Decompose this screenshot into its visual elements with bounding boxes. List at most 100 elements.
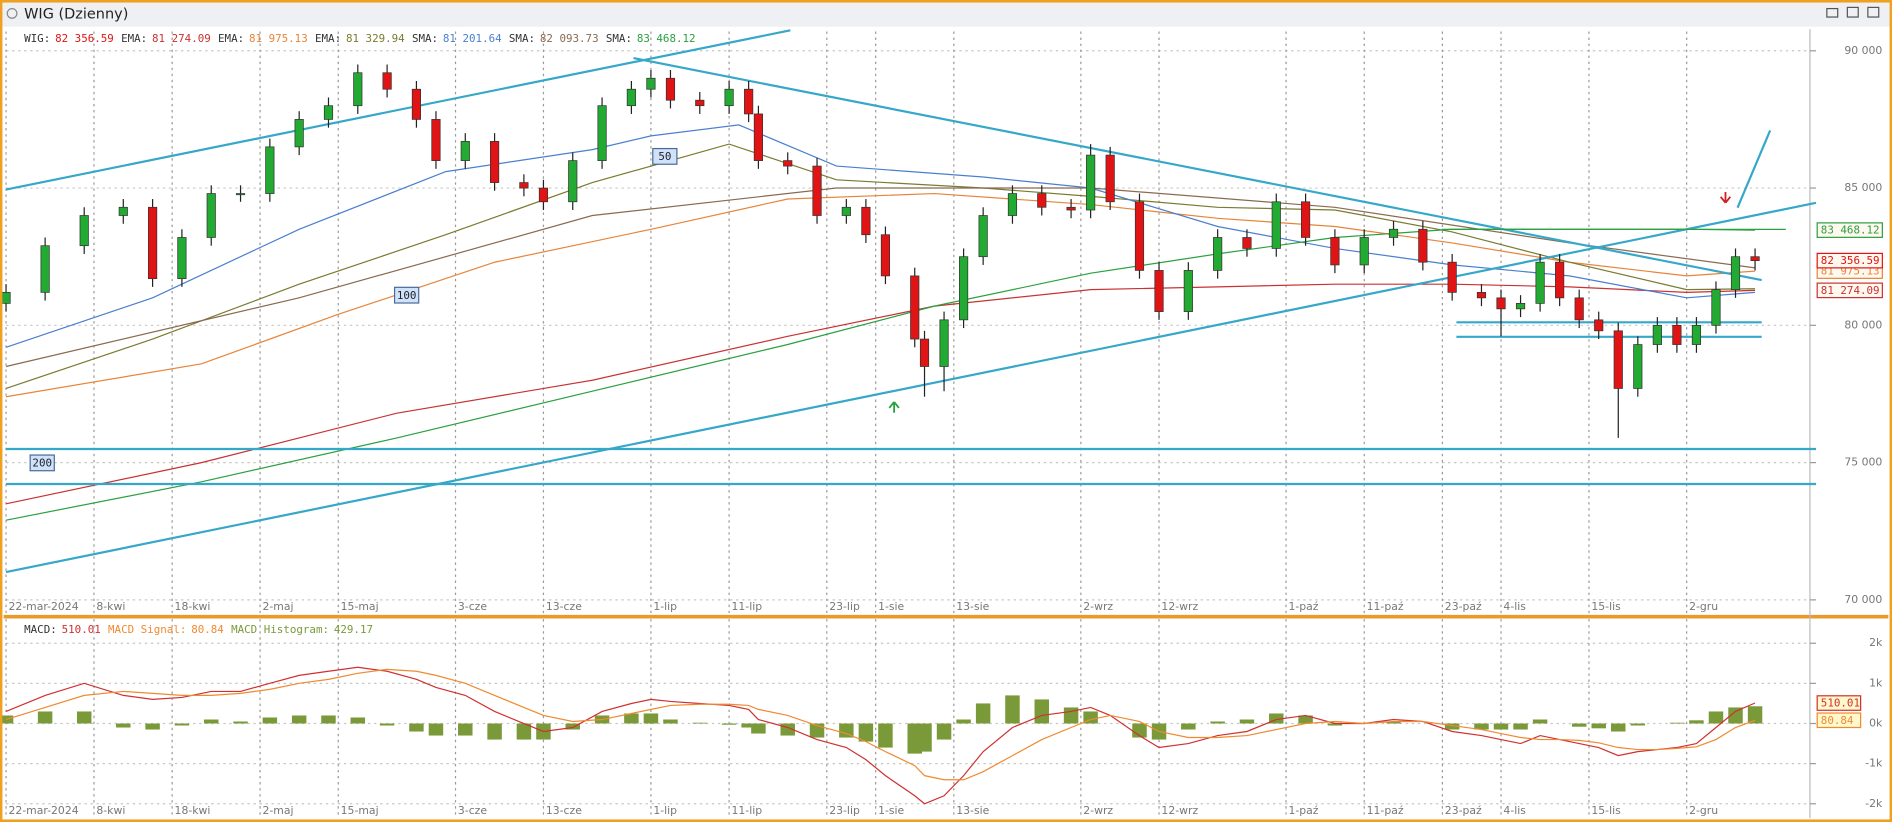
candle-body (1476, 292, 1487, 299)
x-tick-label: 23-lip (829, 804, 860, 817)
minimize-button[interactable] (1826, 7, 1839, 18)
candle-body (1750, 256, 1760, 261)
histogram-bar (203, 719, 219, 724)
header-item: 80.84 (191, 623, 224, 636)
candle-body (910, 275, 920, 340)
period-box (652, 147, 678, 165)
x-tick-label: 2-gru (1689, 804, 1718, 817)
candle-body (812, 165, 822, 216)
candle-body (753, 113, 763, 161)
candle-body (1555, 261, 1565, 299)
period-label: 100 (397, 289, 417, 302)
candle-body (118, 206, 128, 216)
header-item: 81 329.94 (346, 32, 405, 45)
labels: 70 000 75 000 80 000 85 000 90 000 22-mar-202… (8, 32, 1883, 817)
candle-body (382, 72, 392, 90)
sell-arrow (1719, 191, 1732, 204)
indicator-header: MACD: 510.01 MACD Signal: 80.84 MACD Histogr… (24, 623, 373, 636)
histogram-bar (321, 715, 336, 724)
histogram-bar (1210, 721, 1225, 724)
candle-body (646, 77, 656, 90)
histogram-bar (751, 723, 766, 734)
header-item: EMA: (315, 32, 341, 45)
y-tick-label: -1k (1865, 757, 1883, 770)
candle-body (841, 206, 851, 216)
histogram-bar (956, 719, 971, 724)
x-tick-label: 23-paź (1445, 804, 1482, 817)
histogram-bar (936, 723, 952, 740)
header-item: MACD: (24, 623, 57, 636)
candle-body (665, 77, 676, 101)
histogram-bar (643, 713, 659, 724)
x-tick-label: 11-lip (732, 600, 763, 613)
candle-body (323, 105, 334, 120)
value-tag-label: 80.84 (1821, 714, 1854, 727)
histogram-bar (1591, 723, 1606, 729)
price-tag (1816, 282, 1883, 299)
candle-body (1496, 297, 1506, 310)
histogram-bar (1327, 723, 1343, 726)
buy-arrow (888, 401, 900, 413)
header-item: EMA: (218, 32, 244, 45)
header-item: WIG: (24, 32, 50, 45)
x-tick-label: 3-cze (458, 600, 487, 613)
x-tick-label: 2-maj (262, 804, 293, 817)
maximize-button[interactable] (1867, 6, 1880, 18)
x-tick-label: 2-wrz (1083, 600, 1113, 613)
trend-line (1736, 130, 1772, 209)
histogram-bar (721, 723, 737, 725)
histogram-bar (409, 723, 424, 732)
x-tick-label: 22-mar-2024 (8, 804, 78, 817)
candle-body (1213, 237, 1223, 271)
candle-body (1105, 154, 1115, 203)
price-tag (1816, 252, 1883, 269)
histogram-bar (262, 717, 278, 724)
x-tick-label: 15-maj (341, 804, 379, 817)
candle-body (265, 146, 275, 194)
header-item: EMA: (121, 32, 147, 45)
histogram-bar (975, 703, 991, 724)
candle-body (1388, 228, 1399, 238)
histogram-bar (1132, 723, 1147, 738)
x-tick-label: 1-paź (1288, 804, 1318, 817)
header-item: 82 356.59 (55, 32, 114, 45)
value-tag-label: 510.01 (1821, 697, 1860, 710)
price-tag-label: 82 356.59 (1821, 254, 1880, 267)
candle-body (1183, 270, 1193, 312)
candle-body (1633, 344, 1643, 389)
y-tick-label: 2k (1869, 636, 1883, 649)
histogram-bar (233, 721, 248, 724)
x-tick-label: 2-wrz (1083, 804, 1113, 817)
value-tag (1816, 712, 1862, 729)
candle-body (1672, 324, 1682, 345)
x-tick-label: 15-lis (1591, 600, 1621, 613)
x-tick-label: 15-lis (1591, 804, 1621, 817)
restore-button[interactable] (1846, 6, 1859, 18)
candle-body (695, 99, 705, 107)
histogram-bar (858, 723, 874, 742)
histogram-bar (174, 723, 190, 726)
histogram-bar (76, 711, 92, 724)
y-tick-label: 80 000 (1844, 318, 1882, 331)
x-tick-label: 1-paź (1288, 600, 1318, 613)
candle-body (1594, 319, 1604, 332)
x-tick-label: 13-cze (546, 804, 582, 817)
candle-body (744, 88, 754, 115)
price-tag-label: 83 468.12 (1821, 224, 1880, 237)
candle-body (861, 206, 871, 236)
window-buttons[interactable] (1826, 6, 1880, 18)
period-label: 200 (32, 456, 52, 469)
y-tick-label: 1k (1869, 676, 1883, 689)
candle-body (1574, 297, 1584, 321)
x-tick-label: 3-cze (458, 804, 487, 817)
x-tick-label: 11-lip (732, 804, 763, 817)
indicator-lines (0, 124, 1763, 805)
histogram-bar (1444, 723, 1460, 730)
candle-body (490, 141, 500, 183)
histogram-bar (1689, 720, 1704, 724)
candle-body (939, 319, 949, 367)
candle-body (978, 215, 988, 258)
